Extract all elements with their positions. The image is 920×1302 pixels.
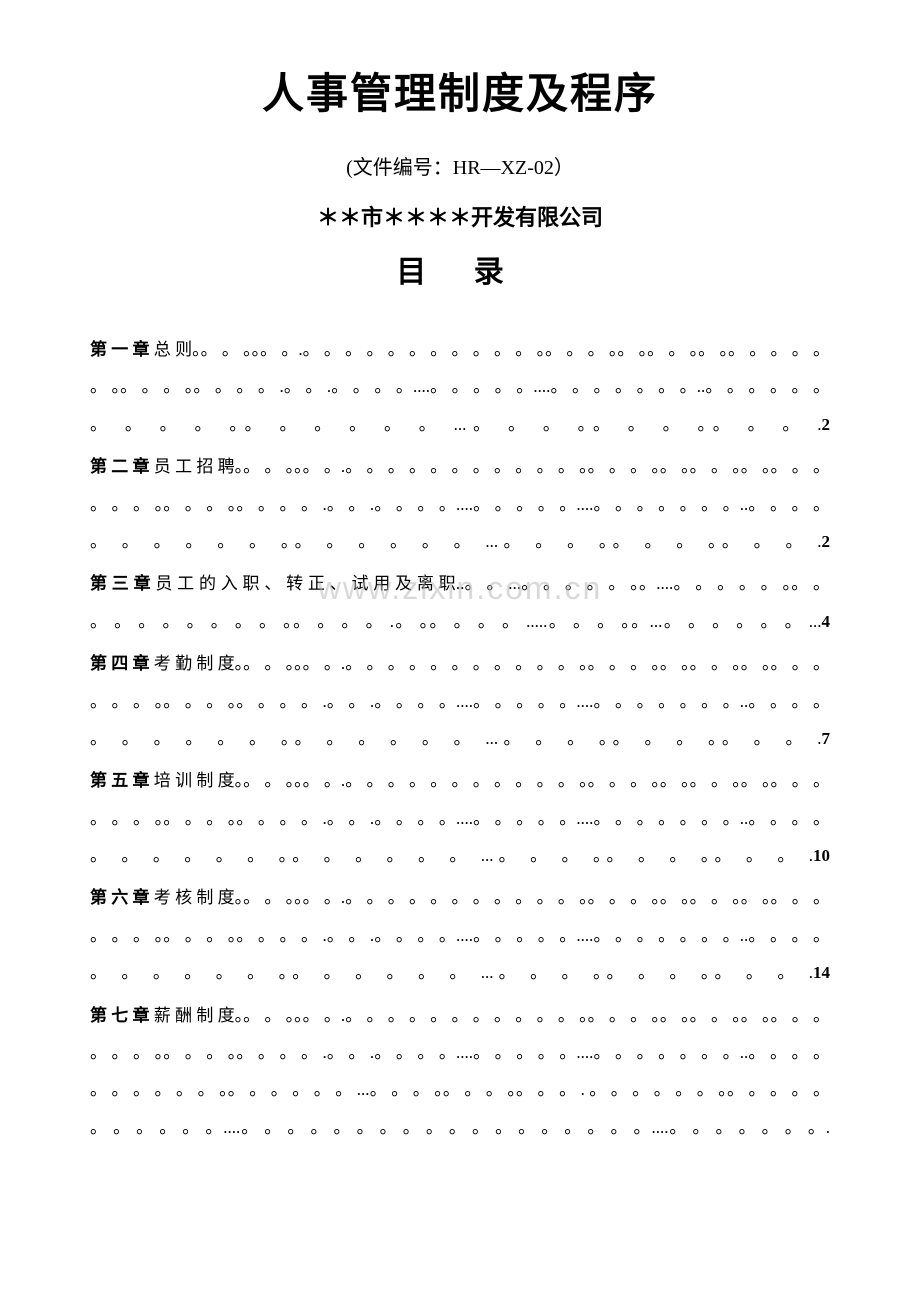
- chapter-name: 培 训 制 度: [150, 771, 235, 790]
- toc-container: 第 一 章 总 则。。 。 。。。 。.。 。 。 。 。 。 。 。 。 。 …: [90, 331, 830, 1146]
- toc-entry: 第 一 章 总 则。。 。 。。。 。.。 。 。 。 。 。 。 。 。 。 …: [90, 331, 830, 443]
- toc-title: 目 录: [90, 247, 830, 291]
- toc-dots: 。。 。 。。。 。.。 。 。 。 。 。 。 。 。 。 。 。。 。 。 …: [90, 1006, 830, 1137]
- chapter-name: 考 核 制 度: [150, 888, 235, 907]
- chapter-label: 第 二 章: [90, 457, 150, 476]
- chapter-name: 员 工 招 聘: [150, 457, 235, 476]
- chapter-name: 总 则: [150, 340, 193, 359]
- chapter-label: 第 六 章: [90, 888, 150, 907]
- toc-entry: 第 三 章 员 工 的 入 职 、 转 正 、 试 用 及 离 职..。 。 .…: [90, 565, 830, 640]
- page-number: 2: [822, 532, 831, 551]
- chapter-name: 薪 酬 制 度: [150, 1006, 235, 1025]
- page-number: 14: [813, 963, 830, 982]
- toc-entry: 第 四 章 考 勤 制 度。。 。 。。。 。.。 。 。 。 。 。 。 。 …: [90, 645, 830, 757]
- document-title: 人事管理制度及程序: [90, 60, 830, 121]
- chapter-label: 第 五 章: [90, 771, 150, 790]
- document-number: (文件编号：HR—XZ-02）: [90, 151, 830, 180]
- page-number: 4: [822, 612, 831, 631]
- chapter-name: 考 勤 制 度: [150, 654, 235, 673]
- chapter-label: 第 七 章: [90, 1006, 150, 1025]
- page-number: 2: [822, 415, 831, 434]
- chapter-label: 第 三 章: [90, 574, 151, 593]
- toc-dots: 。。 。 。。。 。.。 。 。 。 。 。 。 。 。 。 。 。。 。 。 …: [90, 340, 830, 434]
- chapter-label: 第 四 章: [90, 654, 150, 673]
- chapter-label: 第 一 章: [90, 340, 150, 359]
- page-number: 7: [822, 729, 831, 748]
- chapter-name: 员 工 的 入 职 、 转 正 、 试 用 及 离 职: [151, 574, 456, 593]
- company-name: ＊＊市＊＊＊＊开发有限公司: [90, 200, 830, 232]
- page-number: 10: [813, 846, 830, 865]
- toc-entry: 第 六 章 考 核 制 度。。 。 。。。 。.。 。 。 。 。 。 。 。 …: [90, 879, 830, 991]
- toc-entry: 第 二 章 员 工 招 聘。。 。 。。。 。.。 。 。 。 。 。 。 。 …: [90, 448, 830, 560]
- toc-entry: 第 五 章 培 训 制 度。。 。 。。。 。.。 。 。 。 。 。 。 。 …: [90, 762, 830, 874]
- toc-entry: 第 七 章 薪 酬 制 度。。 。 。。。 。.。 。 。 。 。 。 。 。 …: [90, 997, 830, 1147]
